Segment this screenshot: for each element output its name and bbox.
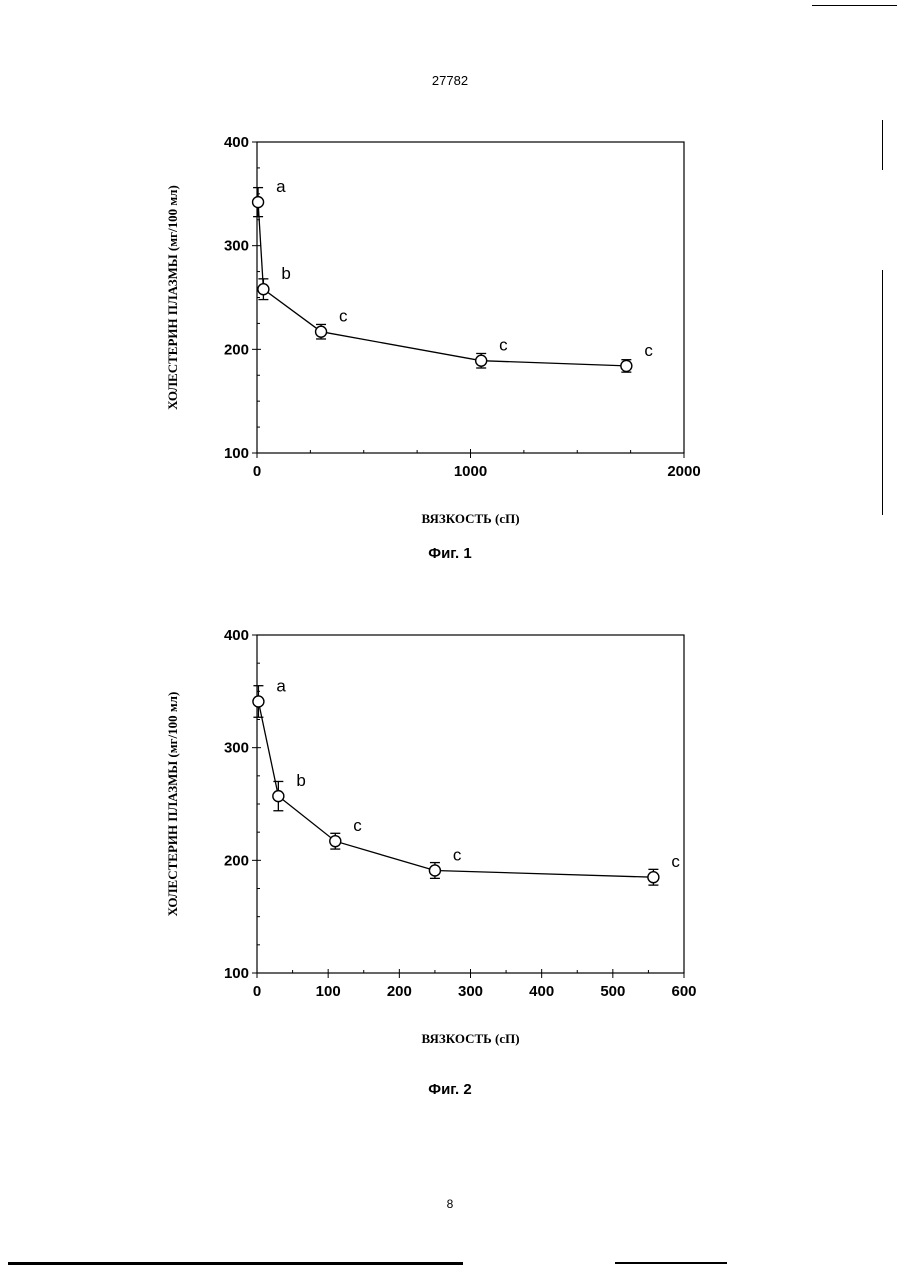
y-tick-label: 100 (224, 965, 249, 982)
page-number: 8 (0, 1197, 900, 1211)
x-tick-label: 600 (671, 983, 696, 1000)
significance-label: a (276, 676, 286, 695)
data-point (648, 872, 659, 883)
data-point (273, 791, 284, 802)
scan-rule-bottom-left (8, 1262, 463, 1265)
data-point (429, 865, 440, 876)
y-tick-label: 200 (224, 852, 249, 869)
x-tick-label: 100 (316, 983, 341, 1000)
x-tick-label: 200 (387, 983, 412, 1000)
x-axis-label: ВЯЗКОСТЬ (сП) (421, 1031, 519, 1046)
significance-label: c (671, 852, 680, 871)
significance-label: c (453, 845, 462, 864)
x-tick-label: 500 (600, 983, 625, 1000)
y-tick-label: 400 (224, 627, 249, 644)
y-tick-label: 300 (224, 740, 249, 757)
x-tick-label: 400 (529, 983, 554, 1000)
figure-2-caption: Фиг. 2 (0, 1081, 900, 1098)
scan-rule-bottom-right (615, 1262, 727, 1264)
significance-label: b (296, 771, 305, 790)
scan-rule-top-right (812, 5, 897, 6)
plot-frame (257, 635, 684, 973)
y-axis-label: ХОЛЕСТЕРИН ПЛАЗМЫ (мг/100 мл) (165, 692, 180, 917)
chart-figure-2: 1002003004000100200300400500600ВЯЗКОСТЬ … (0, 0, 900, 1100)
scan-mark-right-1 (882, 120, 883, 170)
x-tick-label: 300 (458, 983, 483, 1000)
data-point (253, 696, 264, 707)
significance-label: c (353, 816, 362, 835)
x-tick-label: 0 (253, 983, 261, 1000)
data-point (330, 836, 341, 847)
scan-mark-right-2 (882, 270, 883, 515)
